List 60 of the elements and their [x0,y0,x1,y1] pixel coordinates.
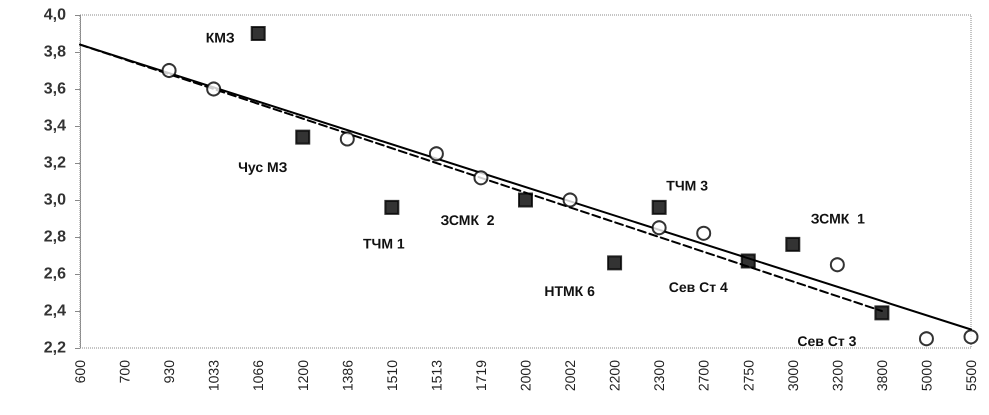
point [607,255,622,270]
point [518,192,533,208]
x-tick-label: 5000 [918,360,934,392]
y-tick-label: 2,2 [44,340,66,356]
x-tick-label: 2000 [518,360,534,392]
point [384,200,400,215]
point [250,26,266,41]
annotation: ТЧМ 1 [362,235,405,252]
x-tick-label: 3800 [874,360,890,392]
annotation: ТЧМ 3 [666,177,708,194]
point [295,130,310,145]
x-tick-label: 1513 [428,360,444,392]
y-tick-label: 3,4 [44,118,66,134]
point [473,170,488,186]
point [918,331,934,346]
y-tick-label: 3,2 [44,154,66,172]
x-tick-label: 1066 [250,360,266,392]
annotation: ЗСМК 1 [810,210,866,226]
annotation: ЗСМК 2 [440,212,495,228]
y-tick-label: 2,8 [44,228,66,246]
x-tick-label: 600 [72,360,88,384]
point [340,131,355,146]
point [740,254,756,269]
point [874,305,890,320]
x-tick-label: 3200 [829,360,846,392]
x-tick-label: 2700 [696,360,712,392]
point [830,257,845,272]
x-tick-label: 1510 [384,360,400,392]
x-tick-label: 2300 [651,360,668,392]
y-tick-label: 3,0 [44,192,66,208]
x-tick-label: 1719 [472,360,489,392]
point [696,226,712,241]
x-tick-label: 1200 [294,360,311,392]
y-tick-label: 3,6 [44,80,66,98]
x-tick-label: 3000 [784,360,801,392]
point [428,146,444,162]
annotation: Сев Ст 4 [668,279,728,296]
y-tick-label: 3,8 [44,44,66,60]
point [964,329,978,344]
annotation: НТМК 6 [544,282,596,299]
y-tick-label: 4,0 [44,6,66,24]
y-tick-label: 2,6 [44,266,66,282]
x-tick-label: 2002 [562,360,578,392]
point [652,200,667,215]
x-tick-label: 2200 [606,360,623,392]
x-tick-label: 1033 [206,360,222,392]
x-tick-label: 930 [161,360,178,384]
point [785,236,800,252]
y-tick-label: 2,4 [44,302,66,320]
point [162,63,177,78]
annotation: Сев Ст 3 [797,332,857,349]
x-tick-label: 700 [116,360,133,384]
point [562,192,578,208]
x-tick-label: 1386 [339,360,356,392]
annotation: КМЗ [206,30,235,46]
x-tick-label: 2750 [740,360,756,392]
point [652,220,667,236]
x-tick-label: 5500 [963,360,979,392]
annotation: Чус МЗ [238,159,288,176]
point [206,82,222,96]
